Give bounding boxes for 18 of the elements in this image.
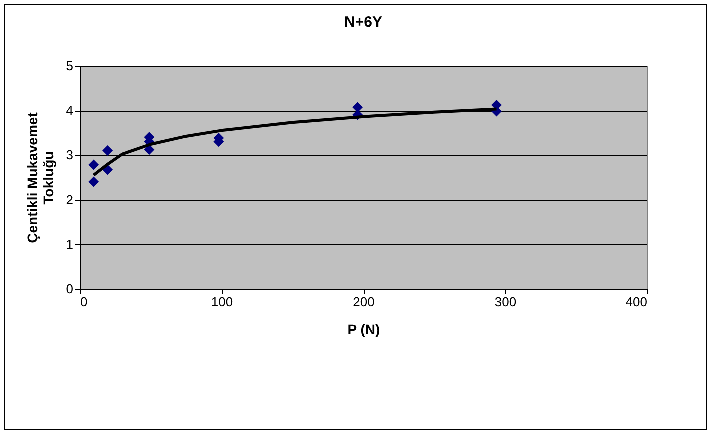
y-tick-label: 3 [66,148,74,163]
y-axis-title: Çentikli Mukavemet Tokluğu [24,112,56,244]
chart-title: N+6Y [344,14,382,31]
point [88,176,100,188]
point [352,102,364,113]
y-tick-label: 2 [66,192,74,208]
y-tick-label: 0 [66,282,74,296]
y-tick-label: 1 [66,236,74,252]
x-tick-label: 200 [353,294,375,310]
y-tick-label: 4 [66,103,74,118]
y-tick-label: 5 [66,58,74,74]
x-axis-title: P (N) [348,322,380,338]
x-tick-label: 300 [494,294,517,310]
point [102,145,114,156]
x-tick-label: 0 [80,294,88,310]
x-tick-label: 100 [211,294,234,310]
point [88,160,100,170]
x-tick-label: 400 [626,294,648,310]
